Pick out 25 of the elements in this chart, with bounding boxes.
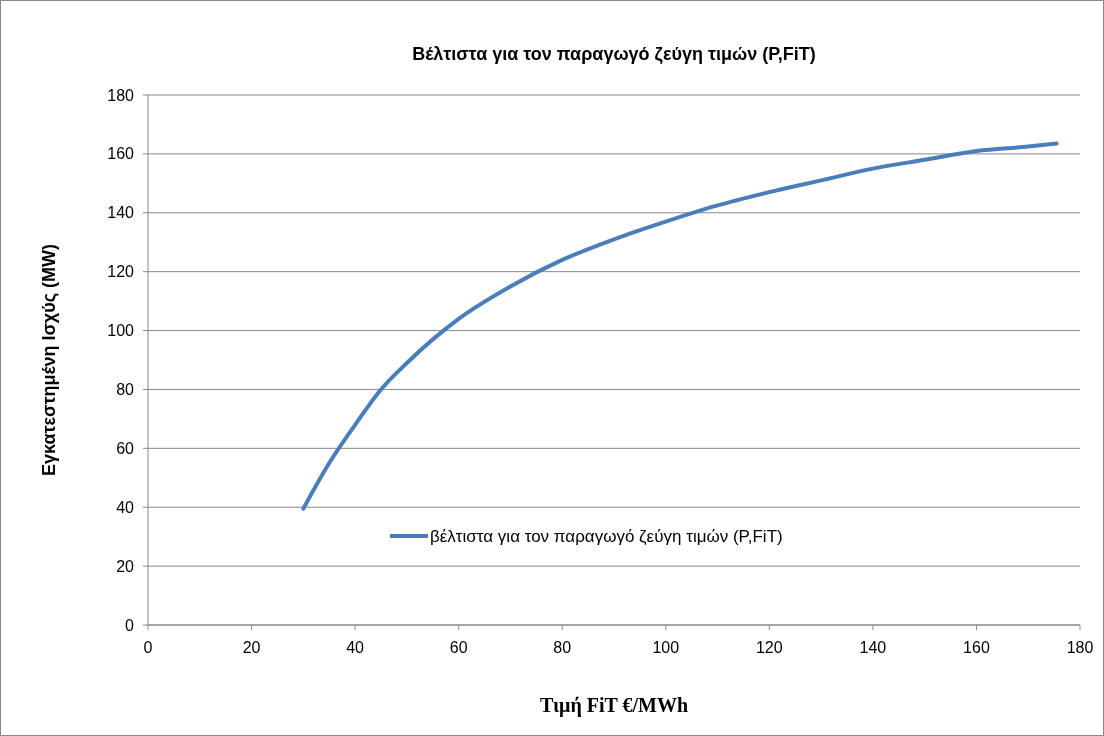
y-tick-label: 80 [116,381,135,399]
x-tick-label: 140 [859,639,887,656]
y-tick-label: 140 [107,204,135,222]
x-tick-label: 120 [755,639,783,656]
x-tick-label: 180 [1066,639,1094,656]
y-tick-label: 180 [107,86,135,104]
y-axis-title: Εγκατεστημένη Ισχύς (MW) [39,243,59,477]
x-tick-label: 20 [242,639,261,656]
y-tick-label: 160 [107,145,135,163]
x-tick-label: 100 [652,639,680,656]
y-tick-label: 60 [116,439,135,457]
y-tick-label: 0 [125,616,135,634]
y-tick-label: 120 [107,263,135,281]
x-tick-label: 80 [553,639,572,656]
y-tick-label: 20 [116,557,135,575]
x-tick-label: 60 [449,639,468,656]
line-series [301,141,1059,511]
y-tick-label: 100 [107,322,135,340]
x-tick-label: 40 [346,639,365,656]
x-tick-label: 0 [143,639,153,656]
y-tick-label: 40 [116,498,135,516]
x-tick-label: 160 [963,639,990,656]
chart-title: Βέλτιστα για τον παραγωγό ζεύγη τιμών (P,FiT) [412,44,816,65]
legend-label: βέλτιστα για τον παραγωγό ζεύγη τιμών (P,FiT) [430,526,783,546]
x-axis-title: Τιμή FiT €/MWh [539,694,689,717]
